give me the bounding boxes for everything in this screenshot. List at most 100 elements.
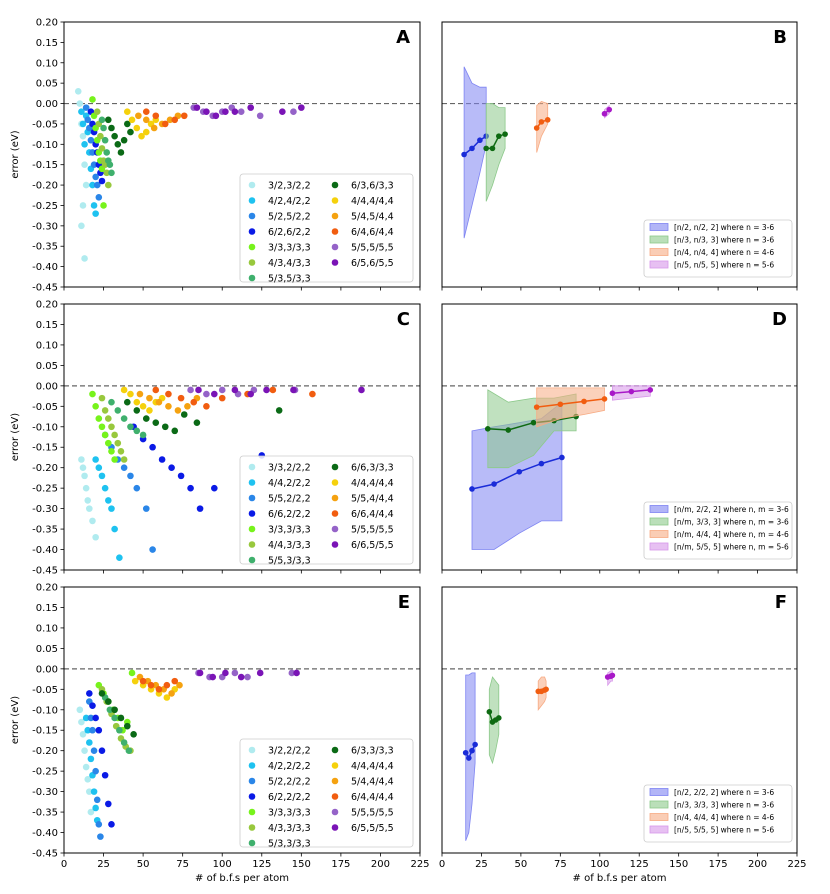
data-point [195,386,202,394]
data-point [601,396,608,402]
x-tick-label: 125 [630,859,649,870]
data-point [92,804,99,812]
data-point [184,403,191,410]
data-point [142,505,150,512]
legend-marker [248,510,256,517]
y-tick-label: -0.30 [32,221,58,232]
series-F-3 [535,676,549,711]
legend-marker [248,197,256,204]
mean-line [486,133,506,150]
legend-marker [248,839,256,847]
data-point [176,681,183,689]
data-point [95,464,103,471]
data-point [92,767,99,775]
data-point [86,505,93,512]
data-point [187,484,194,492]
legend-entry: [n/5, 5/5, 5] where n = 5-6 [674,825,774,834]
series-E-4 [86,690,115,828]
data-point [127,390,134,398]
data-point [491,481,497,487]
legend-box [643,784,793,843]
legend-entry: 4/4,4/4,4 [351,761,394,772]
data-point [133,484,141,492]
x-tick-label: 200 [748,859,767,870]
legend-marker [331,777,339,785]
data-point [98,747,106,754]
data-point [231,108,239,115]
legend-marker [248,556,256,564]
legend-entry: 4/3,4/3,3 [268,258,311,269]
panel-F: 0 25 50 75 100 125 150 175 200 225 # of b.f.s per … [439,586,807,884]
x-tick-label: 175 [709,859,728,870]
data-point [533,404,540,410]
data-point [557,401,564,408]
data-point [269,386,277,394]
data-point [168,464,175,471]
legend-box [239,455,414,565]
data-point [247,104,255,111]
data-point [212,112,220,120]
data-point [89,517,96,525]
legend-swatch [649,517,669,526]
data-point [149,546,156,553]
data-point [123,108,131,115]
data-point [461,151,467,158]
data-point [74,88,82,95]
data-point [203,108,210,115]
legend-entry: 5/3,3/3,3 [268,839,311,850]
data-point [95,726,103,734]
data-point [87,136,95,144]
legend-entry: [n/m, 3/3, 3] where n, m = 3-6 [674,517,789,526]
data-point [466,755,472,761]
data-point [244,673,251,681]
data-point [174,407,182,414]
legend-entry: [n/4, n/4, 4] where n = 4-6 [674,248,774,257]
legend-marker [331,243,339,251]
data-point [93,181,101,189]
series-E-1 [76,706,95,816]
legend-box [643,219,793,278]
data-point [114,439,122,447]
legend-entry: [n/3, 3/3, 3] where n = 3-6 [674,800,774,809]
data-point [128,116,136,124]
data-point [100,202,107,209]
y-axis-label: error (eV) [10,413,21,461]
data-point [97,833,104,840]
data-point [263,386,270,394]
data-point [98,177,106,185]
data-point [609,390,616,397]
legend-entry: 3/2,3/2,2 [268,181,311,192]
data-point [279,108,286,115]
legend-entry: 4/4,2/2,2 [268,478,311,489]
legend-marker [248,793,256,800]
panel-C: 0.20 0.15 0.10 0.05 0.00 -0.05 -0.10 -0.15 -0.20… [10,300,421,577]
x-tick-label: 25 [475,859,488,870]
y-tick-label: 0.05 [36,361,58,372]
legend-marker [248,212,256,220]
data-point [158,456,166,463]
legend-entry: 6/2,2/2,2 [268,792,311,803]
data-point [142,415,150,422]
y-tick-label: -0.10 [32,705,58,716]
legend-swatch [649,260,669,269]
legend-marker [331,762,339,769]
legend: 3/2,2/2,2 4/2,2/2,2 5/2,2/2,2 6/2,2/2,2 3/3,… [239,738,414,850]
legend-box [643,501,793,560]
axes-frame [441,586,798,854]
series-C-8 [123,398,283,435]
data-point [237,108,245,115]
data-point [142,116,150,124]
legend-marker [248,762,256,769]
axes-frame [63,586,421,854]
data-point [98,145,106,152]
data-point [89,702,96,709]
data-point [538,460,545,467]
legend-entry: 5/3,5/3,3 [268,274,311,285]
y-tick-label: -0.35 [32,242,58,253]
data-point [98,116,106,124]
data-point [180,411,188,418]
series-F-1 [462,672,478,841]
legend-marker [248,463,256,471]
data-point [82,763,90,771]
